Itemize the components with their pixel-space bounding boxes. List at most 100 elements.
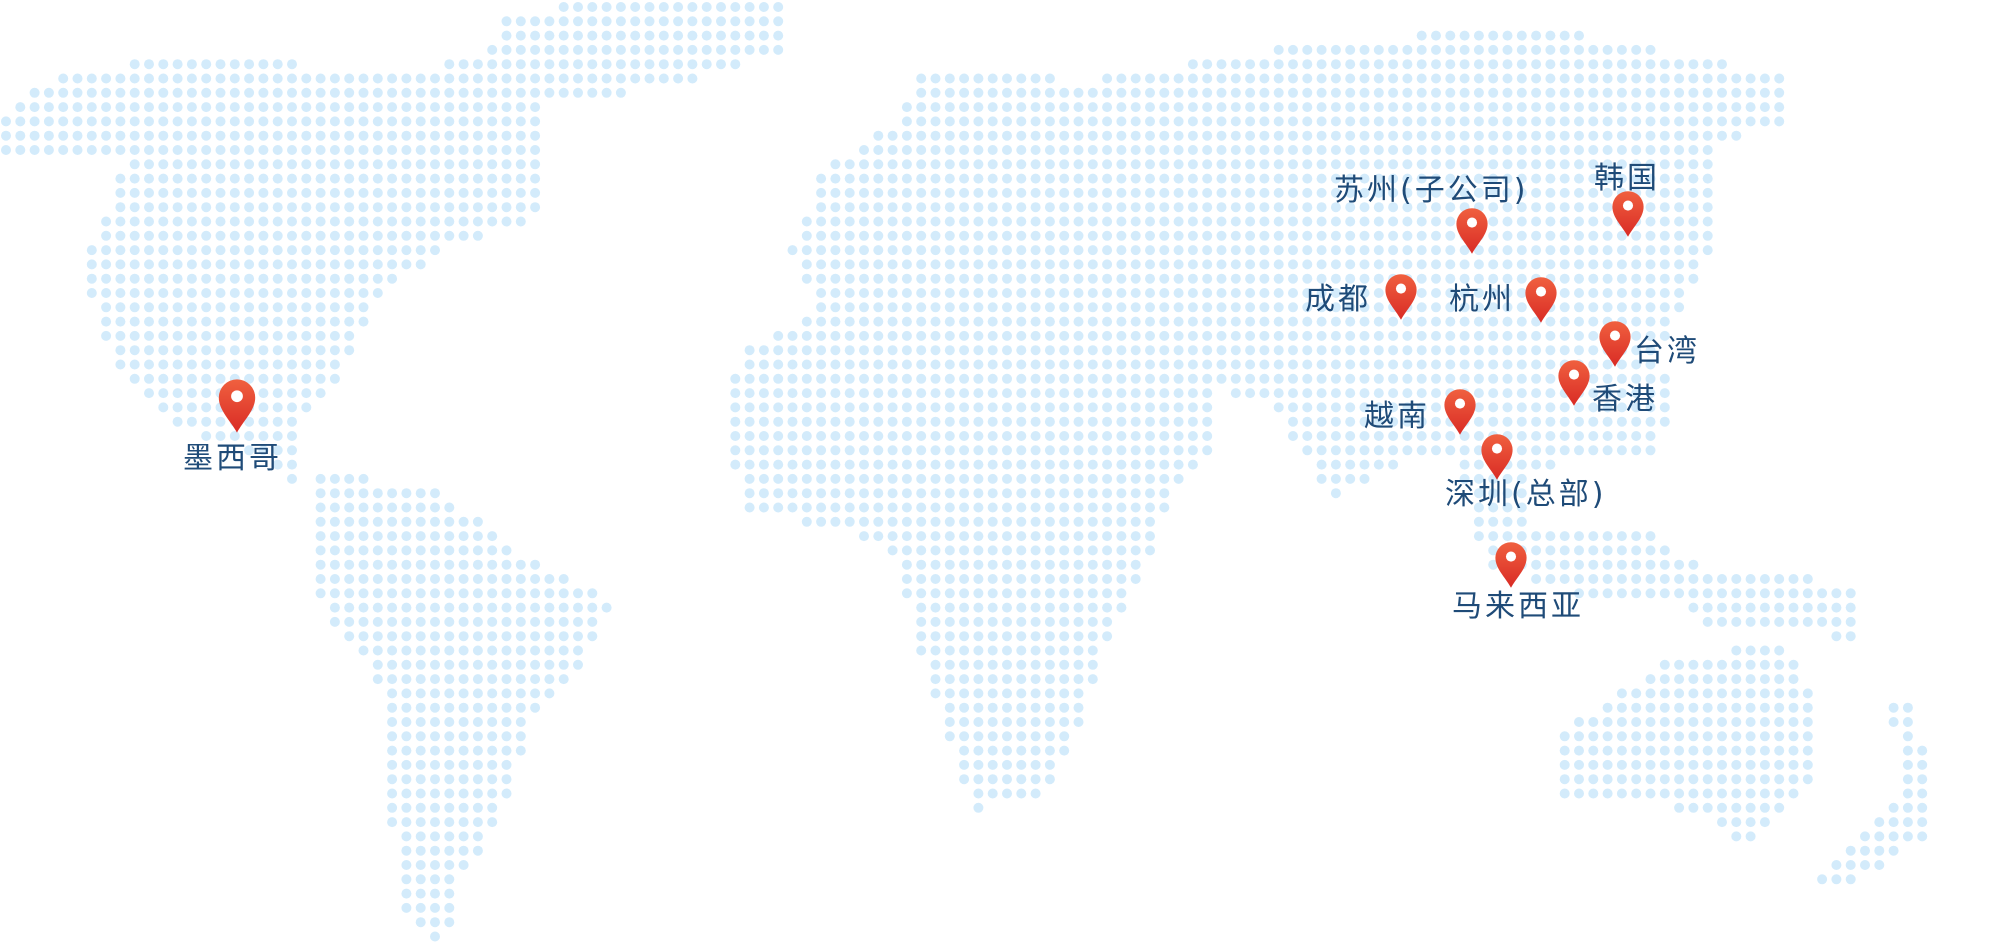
map-dot <box>1416 431 1427 441</box>
map-dot <box>1102 345 1113 356</box>
map-dot <box>730 59 741 70</box>
map-dot <box>1674 259 1685 270</box>
map-dot <box>944 616 955 627</box>
map-dot <box>344 187 355 198</box>
map-dot <box>430 173 440 184</box>
map-dot <box>1230 259 1241 270</box>
map-dot <box>401 87 412 98</box>
map-pin-icon-taiwan[interactable] <box>1596 320 1634 368</box>
map-dot <box>1388 359 1399 370</box>
map-pin-icon-suzhou[interactable] <box>1453 207 1491 255</box>
map-dot <box>1345 345 1356 356</box>
map-dot <box>358 288 369 298</box>
map-dot <box>1273 59 1284 70</box>
map-dot <box>344 159 355 170</box>
map-dot <box>987 202 998 213</box>
map-dot <box>201 187 212 198</box>
map-dot <box>172 130 183 141</box>
map-dot <box>401 759 412 770</box>
map-dot <box>401 488 412 499</box>
map-dot <box>916 187 927 198</box>
map-dot <box>344 102 355 113</box>
map-dot <box>1631 574 1642 584</box>
map-pin-icon-shenzhen[interactable] <box>1478 433 1516 481</box>
map-dot <box>1187 459 1198 470</box>
map-dot <box>1688 73 1699 84</box>
map-dot <box>1030 259 1041 270</box>
map-dot <box>1259 202 1270 213</box>
map-dot <box>944 73 955 84</box>
map-dot <box>1245 145 1256 155</box>
map-dot <box>1316 345 1327 356</box>
map-dot <box>487 216 498 227</box>
map-dot <box>916 373 927 384</box>
map-dot <box>144 145 154 155</box>
map-dot <box>229 87 240 98</box>
map-dot <box>387 702 398 713</box>
map-dot <box>1531 87 1542 98</box>
map-dot <box>1602 202 1613 213</box>
map-dot <box>1902 802 1913 813</box>
map-dot <box>1917 788 1928 799</box>
map-dot <box>458 531 469 542</box>
map-pin-icon-mexico[interactable] <box>216 378 258 434</box>
map-dot <box>987 116 998 127</box>
map-dot <box>301 216 312 227</box>
map-dot <box>129 288 140 298</box>
map-dot <box>244 302 255 313</box>
map-dot <box>744 16 755 27</box>
map-dot <box>201 388 212 399</box>
map-dot <box>1273 73 1284 84</box>
map-dot <box>444 702 455 713</box>
map-pin-icon-korea[interactable] <box>1609 190 1647 238</box>
map-pin-icon-malaysia[interactable] <box>1492 541 1530 589</box>
map-dot <box>1044 116 1055 127</box>
map-dot <box>430 616 440 627</box>
map-dot <box>930 416 941 427</box>
map-dot <box>615 59 626 70</box>
map-dot <box>1388 259 1399 270</box>
map-dot <box>415 230 426 241</box>
map-dot <box>1316 473 1327 484</box>
map-pin-icon-hangzhou[interactable] <box>1522 276 1560 324</box>
map-dot <box>1659 130 1670 141</box>
map-dot <box>1431 345 1441 356</box>
map-dot <box>458 73 469 84</box>
map-dot <box>329 273 340 284</box>
map-dot <box>430 102 440 113</box>
map-dot <box>329 330 340 341</box>
map-dot <box>1102 230 1113 241</box>
map-dot <box>487 631 498 642</box>
map-dot <box>1059 631 1070 642</box>
map-dot <box>944 674 955 685</box>
map-dot <box>844 502 855 513</box>
map-dot <box>887 259 898 270</box>
map-dot <box>1616 145 1627 155</box>
map-pin-icon-vietnam[interactable] <box>1441 388 1479 436</box>
map-dot <box>1044 359 1055 370</box>
map-dot <box>1431 431 1441 441</box>
map-dot <box>916 431 927 441</box>
map-dot <box>930 202 941 213</box>
map-dot <box>1645 731 1656 742</box>
map-dot <box>1202 302 1213 313</box>
map-dot <box>1002 759 1012 770</box>
map-dot <box>1574 216 1584 227</box>
map-dot <box>1130 302 1141 313</box>
map-dot <box>973 145 984 155</box>
map-dot <box>258 416 269 427</box>
map-dot <box>1645 674 1656 685</box>
map-dot <box>1559 87 1570 98</box>
map-dot <box>287 402 297 413</box>
map-dot <box>1388 216 1399 227</box>
map-dot <box>973 659 984 670</box>
map-dot <box>830 316 841 327</box>
map-pin-icon-hongkong[interactable] <box>1555 359 1593 407</box>
map-dot <box>859 273 869 284</box>
map-dot <box>773 345 784 356</box>
map-dot <box>1702 659 1713 670</box>
map-dot <box>115 102 126 113</box>
map-dot <box>344 616 355 627</box>
map-dot <box>358 145 369 155</box>
map-pin-icon-chengdu[interactable] <box>1382 273 1420 321</box>
